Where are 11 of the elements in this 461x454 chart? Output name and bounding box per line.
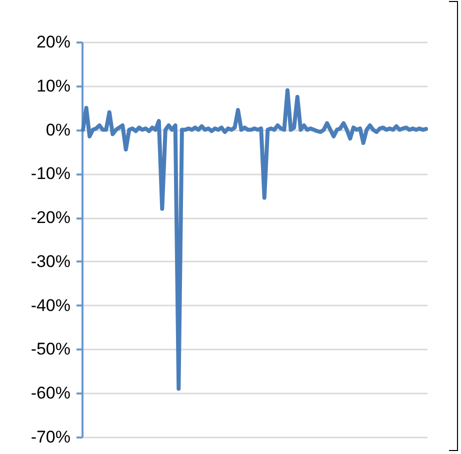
y-tick-label: 20% (36, 32, 70, 52)
y-tick-label: -40% (30, 296, 70, 315)
line-series (80, 88, 428, 391)
y-tick-label: -10% (30, 164, 70, 184)
y-tick-label: 10% (36, 76, 70, 96)
y-tick-label: -60% (30, 384, 70, 403)
y-tick-label: -50% (30, 340, 70, 359)
y-tick-label: -20% (30, 208, 70, 228)
y-tick-label: 0% (46, 120, 70, 140)
y-tick-label: -30% (30, 252, 70, 271)
y-tick-label: -70% (30, 428, 70, 446)
